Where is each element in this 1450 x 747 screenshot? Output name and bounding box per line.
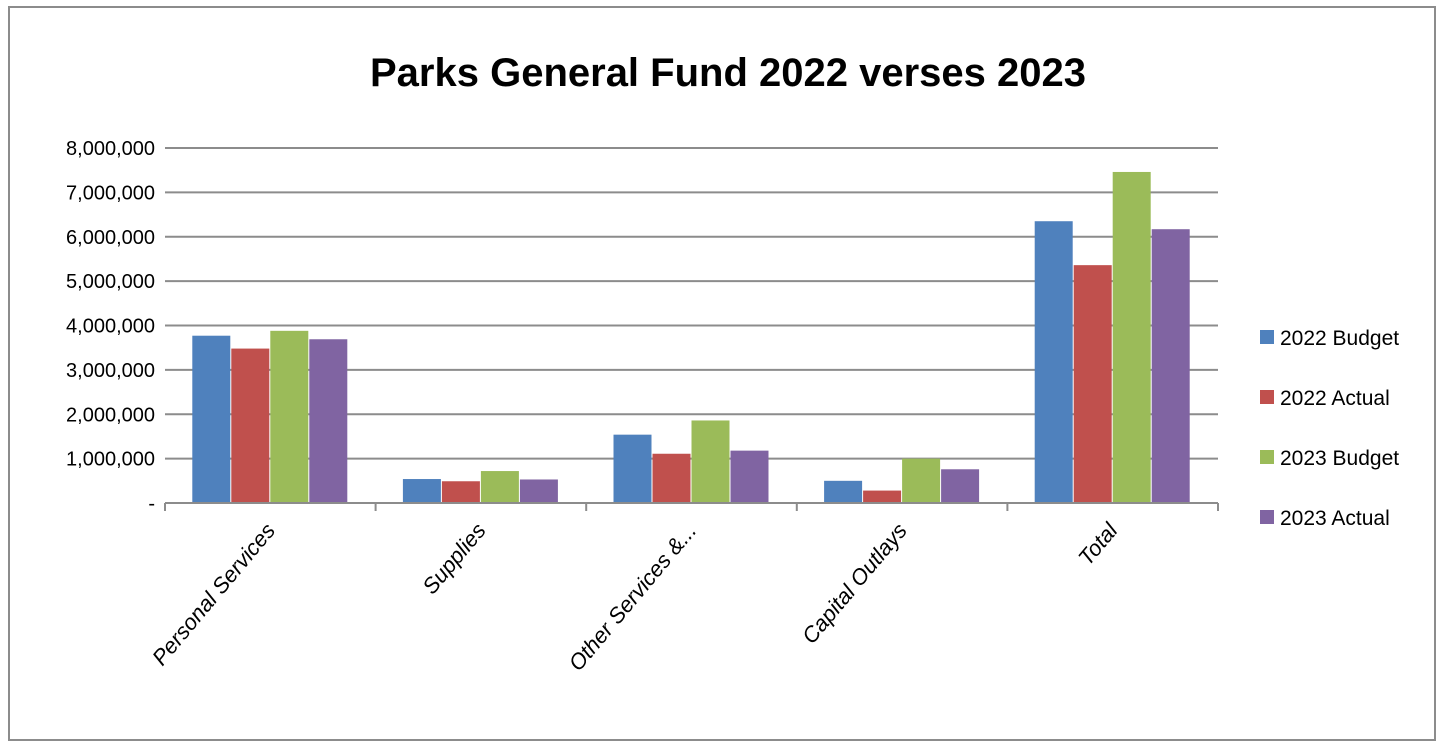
bar (480, 471, 519, 503)
bar-chart: Parks General Fund 2022 verses 2023 - 1,0… (66, 51, 1399, 676)
legend: 2022 Budget 2022 Actual 2023 Budget 2023 Ac… (1260, 327, 1399, 530)
bar (824, 480, 863, 503)
bar (519, 479, 558, 503)
bar (691, 420, 730, 503)
bar (441, 481, 480, 503)
legend-swatch (1260, 450, 1274, 464)
bar (730, 450, 769, 503)
bar (270, 330, 309, 503)
y-tick-label: - (148, 493, 155, 515)
legend-label: 2023 Actual (1280, 507, 1390, 530)
bar (863, 490, 902, 503)
bar (1034, 221, 1073, 503)
y-tick-label: 8,000,000 (66, 138, 155, 160)
y-tick-label: 1,000,000 (66, 449, 155, 471)
y-tick-label: 5,000,000 (66, 271, 155, 293)
bar (231, 348, 270, 503)
y-axis-tick-labels: - 1,000,000 2,000,000 3,000,000 4,000,000 5,0… (66, 138, 155, 515)
x-category-label: Capital Outlays (797, 518, 912, 648)
legend-swatch (1260, 390, 1274, 404)
x-category-label: Other Services &... (564, 518, 702, 676)
x-category-label: Total (1073, 517, 1123, 570)
y-tick-label: 6,000,000 (66, 227, 155, 249)
legend-label: 2022 Actual (1280, 387, 1390, 410)
bar (1112, 171, 1151, 503)
bar (902, 458, 941, 503)
x-axis (164, 502, 1219, 511)
legend-swatch (1260, 330, 1274, 344)
bar (309, 339, 348, 503)
legend-label: 2023 Budget (1280, 447, 1399, 470)
y-tick-label: 7,000,000 (66, 182, 155, 204)
bar (402, 479, 441, 503)
bar (941, 469, 980, 503)
x-axis-category-labels: Personal Services Supplies Other Services … (147, 517, 1123, 675)
legend-swatch (1260, 510, 1274, 524)
x-category-label: Personal Services (147, 518, 280, 670)
legend-label: 2022 Budget (1280, 327, 1399, 350)
x-category-label: Supplies (417, 518, 490, 599)
bars (192, 171, 1190, 504)
bar (1073, 265, 1112, 503)
chart-frame: Parks General Fund 2022 verses 2023 - 1,0… (8, 6, 1436, 741)
bar (1151, 229, 1190, 504)
bar (192, 335, 231, 503)
bar (613, 434, 652, 503)
chart-title: Parks General Fund 2022 verses 2023 (370, 51, 1086, 95)
y-tick-label: 4,000,000 (66, 316, 155, 338)
y-tick-label: 2,000,000 (66, 404, 155, 426)
bar (652, 453, 691, 503)
y-tick-label: 3,000,000 (66, 360, 155, 382)
